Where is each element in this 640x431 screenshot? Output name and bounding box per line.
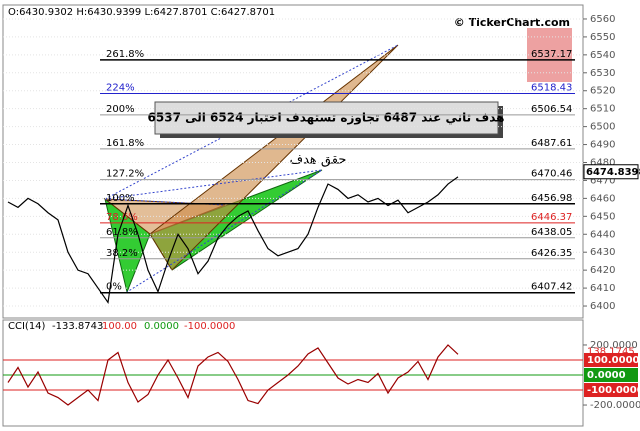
fib-label: 224% <box>106 83 135 94</box>
y-tick-label: 6470 <box>590 175 615 186</box>
fib-value: 6487.61 <box>531 138 572 149</box>
cci-last-value: 138.1745 <box>587 346 635 357</box>
cci-level-label: 100.0000 <box>587 355 640 366</box>
y-tick-label: 6440 <box>590 229 615 240</box>
fib-label: 100% <box>106 193 135 204</box>
fib-label: 200% <box>106 104 135 115</box>
harmonic-pattern <box>103 44 399 294</box>
cci-level-box <box>584 383 638 398</box>
y-tick-label: 6540 <box>590 50 615 61</box>
y-tick-label: 6490 <box>590 140 615 151</box>
fib-value: 6426.35 <box>531 248 572 259</box>
fib-label: 261.8% <box>106 49 144 60</box>
watermark: © TickerChart.com <box>454 16 570 29</box>
note-box <box>154 101 499 135</box>
last-price-box <box>583 164 639 180</box>
fib-value: 6470.46 <box>531 169 572 180</box>
cci-readout: 0.0000 <box>144 321 179 332</box>
cci-title: CCI(14) <box>8 321 46 332</box>
price-line <box>7 344 459 406</box>
pattern-triangle <box>149 44 399 271</box>
cci-level-box <box>584 352 638 367</box>
last-price: 6474.8398 <box>586 167 640 178</box>
fib-value: 6438.05 <box>531 227 572 238</box>
fib-label: 38.2% <box>106 248 138 259</box>
y-tick-label: 6450 <box>590 211 615 222</box>
fib-label: 161.8% <box>106 138 144 149</box>
y-tick-label: 6560 <box>590 14 615 25</box>
cci-readout: 100.00 <box>102 321 137 332</box>
y-tick-label: 200.0000 <box>590 340 638 351</box>
ohlc-readout: O:6430.9302 H:6430.9399 L:6427.8701 C:64… <box>8 7 275 18</box>
y-tick-label: 6410 <box>590 283 615 294</box>
y-tick-label: 6480 <box>590 158 615 169</box>
price-line <box>7 176 459 305</box>
fib-value: 6518.43 <box>531 83 572 94</box>
y-tick-label: 6500 <box>590 122 615 133</box>
fib-value: 6456.98 <box>531 193 572 204</box>
y-tick-label: -200.0000 <box>590 400 640 411</box>
price-frame <box>2 4 584 319</box>
fib-label: 61.8% <box>106 227 138 238</box>
fib-value: 6407.42 <box>531 282 572 293</box>
cci-readout: -100.0000 <box>184 321 235 332</box>
cci-frame <box>2 319 584 427</box>
fib-value: 6446.37 <box>531 212 572 223</box>
y-tick-label: 6430 <box>590 247 615 258</box>
annotation: حقق هدف <box>290 153 347 168</box>
pattern-line <box>104 169 323 293</box>
note: هدف ثاني عند 6487 تجاوزه تستهدف اختبار 6… <box>148 111 505 126</box>
cci-level-box <box>584 368 638 383</box>
y-tick-label: 6460 <box>590 193 615 204</box>
fib-label: 0% <box>106 282 122 293</box>
cci-level-label: 0.0000 <box>587 370 626 381</box>
y-tick-label: 6550 <box>590 32 615 43</box>
y-tick-label: 6420 <box>590 265 615 276</box>
fib-value: 6537.17 <box>531 49 572 60</box>
y-tick-label: 6530 <box>590 68 615 79</box>
y-tick-label: 6400 <box>590 301 615 312</box>
fib-label: 127.2% <box>106 169 144 180</box>
cci-level-label: -100.0000 <box>587 385 640 396</box>
fib-value: 6506.54 <box>531 104 572 115</box>
y-tick-label: 6520 <box>590 86 615 97</box>
fib-label: 78.6% <box>106 212 138 223</box>
cci-readout: -133.8743 <box>52 321 103 332</box>
y-tick-label: 6510 <box>590 104 615 115</box>
